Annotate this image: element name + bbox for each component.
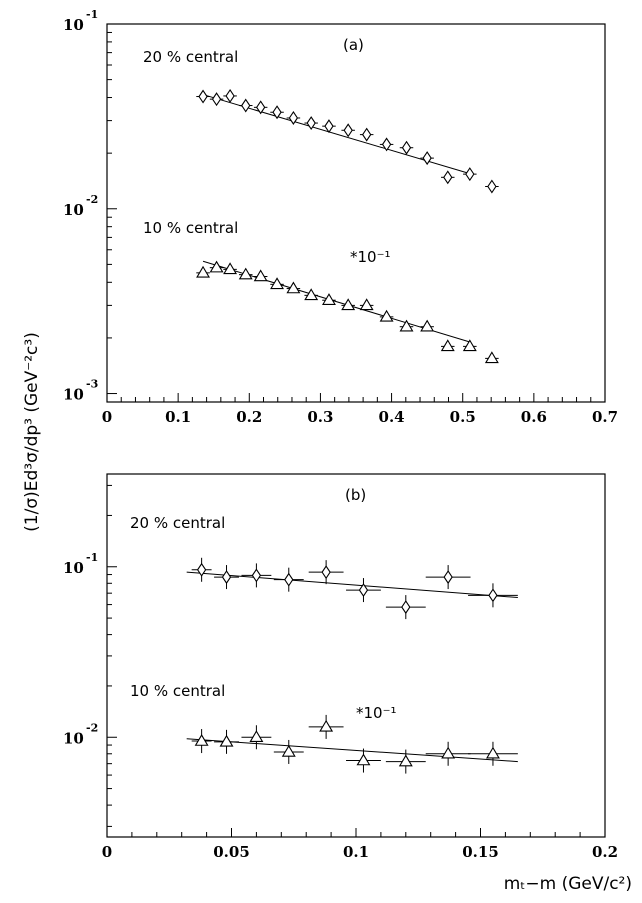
x-tick-label: 0.4 — [379, 408, 405, 426]
panel-a-ticks: 0 0.1 0.2 0.3 0.4 0.5 0.6 0.710-110-210-3 — [63, 8, 618, 426]
triangle-marker — [485, 746, 500, 759]
diamond-marker — [225, 88, 235, 103]
triangle-marker — [322, 293, 336, 305]
diamond-marker — [221, 570, 232, 585]
triangle-marker — [341, 298, 356, 311]
diamond-marker — [465, 167, 475, 182]
panel-b-series-2-annotation: *10⁻¹ — [356, 704, 397, 722]
x-tick-label: 0.2 — [236, 408, 262, 426]
triangle-marker — [484, 351, 499, 364]
x-tick-label: 0.5 — [450, 408, 476, 426]
panel-a: 0 0.1 0.2 0.3 0.4 0.5 0.6 0.710-110-210-3 (a) 2… — [63, 8, 618, 426]
x-tick-label: 0 — [102, 843, 112, 861]
diamond-marker — [321, 565, 331, 580]
x-tick-label: 0 — [102, 408, 112, 426]
triangle-marker — [399, 319, 414, 332]
panel-a-series-2-annotation: *10⁻¹ — [350, 248, 391, 266]
diamond-marker — [422, 151, 432, 166]
triangle-marker — [270, 277, 284, 290]
x-tick-label: 0.7 — [592, 408, 618, 426]
triangle-marker — [398, 754, 413, 767]
x-tick-label: 0.6 — [521, 408, 547, 426]
panel-a-series-1-label: 20 % central — [143, 48, 238, 66]
triangle-marker — [219, 734, 234, 747]
x-tick-label: 0.2 — [592, 843, 618, 861]
y-tick-exponent: -2 — [86, 721, 98, 734]
fit-line — [186, 571, 518, 599]
y-tick-exponent: -3 — [86, 378, 98, 391]
diamond-marker — [443, 170, 453, 185]
diamond-marker — [272, 105, 282, 120]
triangle-marker — [253, 269, 268, 282]
diamond-marker — [211, 92, 222, 107]
x-tick-label: 0.15 — [462, 843, 499, 861]
x-tick-label: 0.3 — [307, 408, 333, 426]
diamond-marker — [284, 572, 294, 587]
x-tick-label: 0.1 — [343, 843, 369, 861]
x-axis-title: mₜ−m (GeV/c²) — [504, 874, 632, 894]
panel-b-ticks: 0 0.05 0.1 0.15 0.210-110-2 — [63, 484, 618, 861]
diamond-marker — [306, 116, 316, 131]
y-tick-label: 10 — [63, 386, 84, 404]
panel-a-frame — [106, 23, 606, 403]
panel-b-points — [186, 557, 518, 774]
x-tick-label: 0.1 — [165, 408, 191, 426]
triangle-marker — [249, 730, 264, 743]
triangle-marker — [209, 260, 224, 273]
triangle-marker — [441, 746, 456, 759]
y-tick-label: 10 — [63, 201, 84, 219]
triangle-marker — [238, 267, 253, 280]
panel-a-label: (a) — [343, 36, 364, 54]
triangle-marker — [286, 281, 301, 294]
y-tick-label: 10 — [63, 16, 84, 34]
triangle-marker — [420, 319, 435, 332]
panel-a-series-2-label: 10 % central — [143, 219, 238, 237]
diamond-marker — [401, 600, 411, 615]
fit-line — [186, 738, 518, 763]
diamond-marker — [401, 140, 412, 155]
triangle-marker — [379, 309, 394, 322]
triangle-marker — [359, 298, 374, 311]
triangle-marker — [223, 262, 238, 275]
diamond-marker — [487, 179, 497, 194]
diamond-marker — [362, 127, 372, 142]
diamond-marker — [343, 123, 353, 138]
panel-b-label: (b) — [345, 486, 366, 504]
diamond-marker — [358, 583, 369, 598]
triangle-marker — [194, 733, 209, 746]
y-tick-exponent: -1 — [86, 8, 98, 21]
diamond-marker — [488, 588, 498, 603]
x-tick-label: 0.05 — [213, 843, 250, 861]
panel-b-series-2-label: 10 % central — [130, 682, 225, 700]
diamond-marker — [324, 119, 334, 134]
panel-b: 0 0.05 0.1 0.15 0.210-110-2 (b) 20 % central… — [63, 473, 618, 861]
triangle-marker — [462, 339, 477, 352]
diamond-marker — [241, 98, 251, 113]
triangle-marker — [319, 719, 334, 732]
triangle-marker — [356, 753, 371, 766]
diamond-marker — [196, 562, 207, 577]
diamond-marker — [381, 137, 392, 152]
diamond-marker — [198, 89, 208, 104]
diamond-marker — [288, 110, 299, 125]
triangle-marker — [281, 744, 296, 757]
triangle-marker — [440, 339, 455, 352]
diamond-marker — [256, 100, 266, 115]
triangle-marker — [196, 265, 211, 278]
triangle-marker — [304, 288, 319, 301]
y-tick-exponent: -2 — [86, 193, 98, 206]
diamond-marker — [251, 568, 262, 583]
y-tick-label: 10 — [63, 559, 84, 577]
y-axis-title: (1/σ)Ed³σ/dp³ (GeV⁻²c³) — [22, 332, 42, 532]
panel-b-series-1-label: 20 % central — [130, 514, 225, 532]
panel-a-points — [196, 88, 499, 364]
y-tick-exponent: -1 — [86, 551, 98, 564]
y-tick-label: 10 — [63, 729, 84, 747]
diamond-marker — [443, 570, 453, 585]
